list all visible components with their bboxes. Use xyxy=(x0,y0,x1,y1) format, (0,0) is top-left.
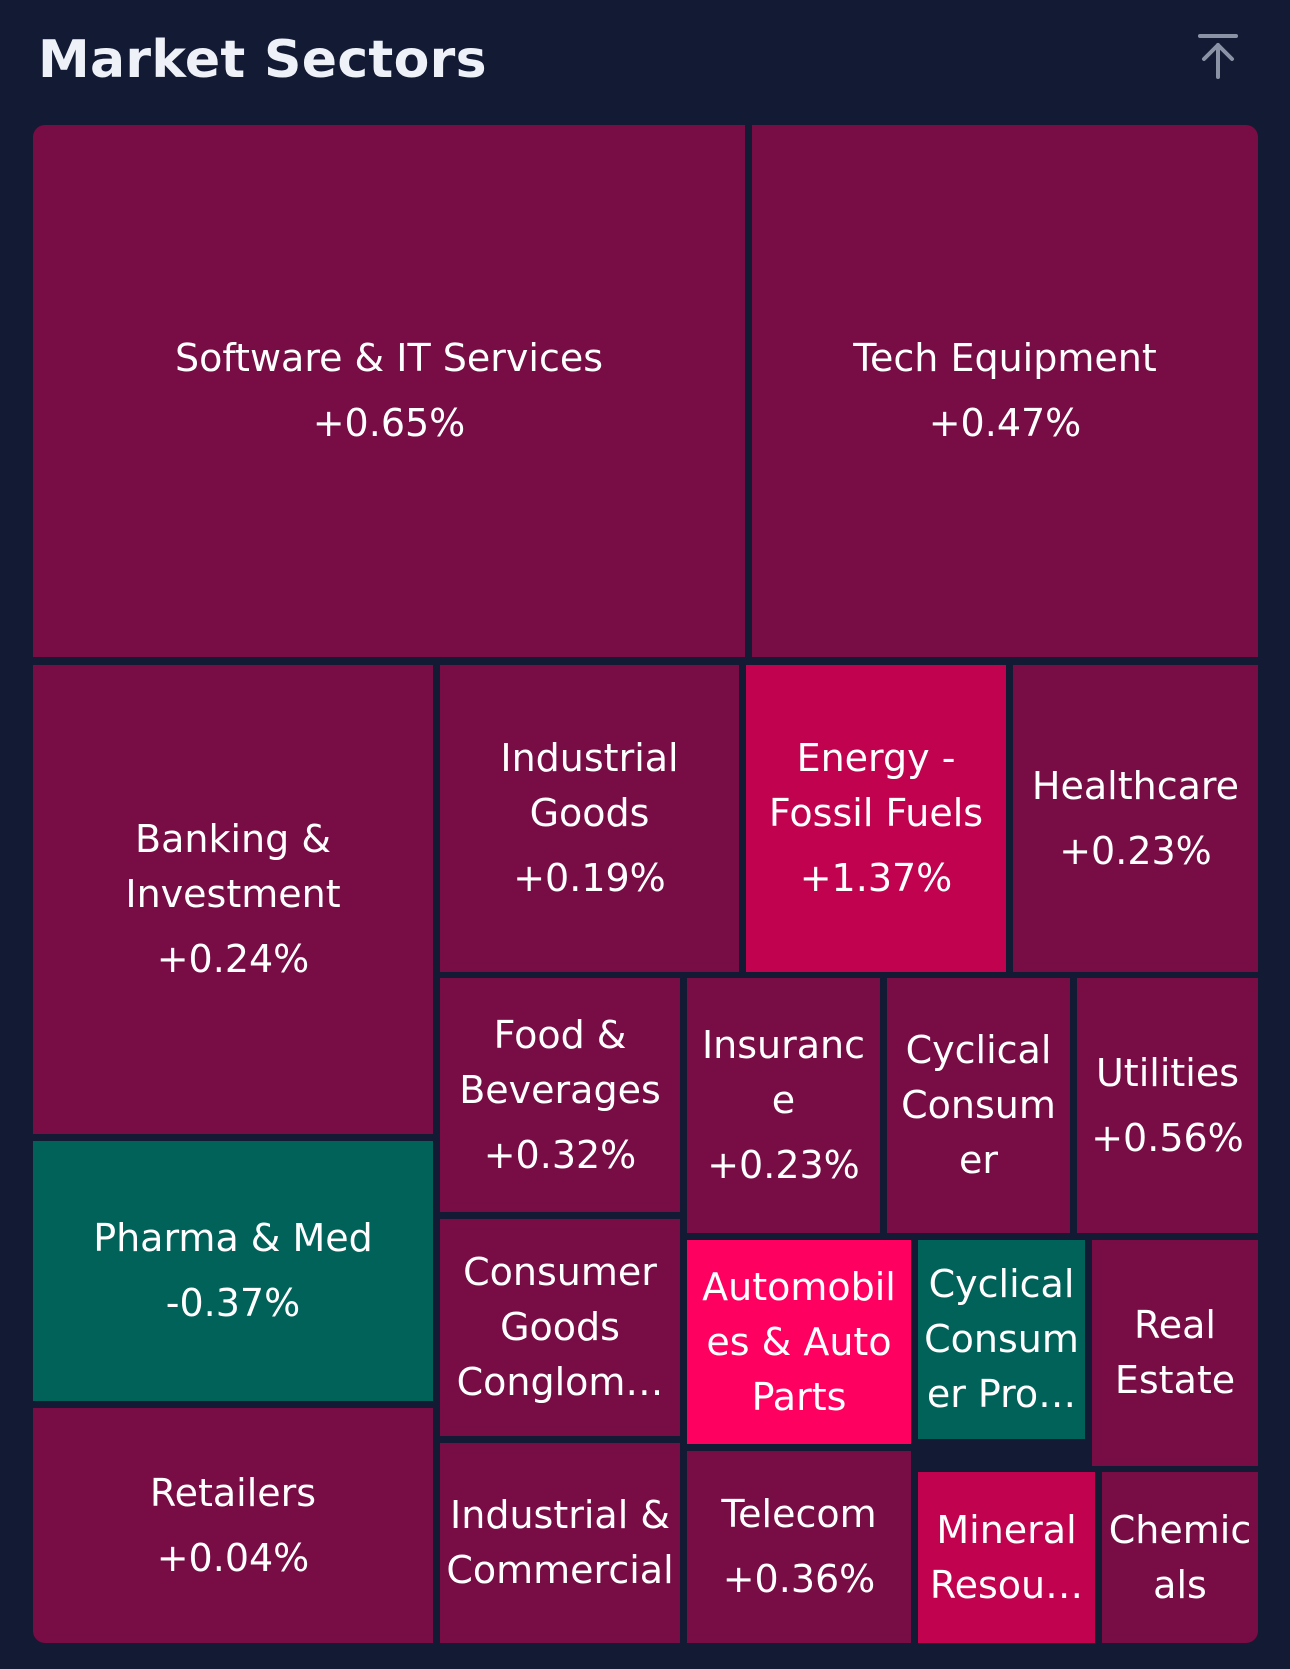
sector-name: Chemic als xyxy=(1109,1503,1251,1613)
sector-name-line: Software & IT Services xyxy=(174,336,604,380)
sector-name-line: Food & xyxy=(493,1012,627,1057)
sector-name-line: Investment xyxy=(125,872,341,916)
sector-name-line: Automobil xyxy=(702,1264,896,1309)
sector-name: Food & Beverages xyxy=(459,1008,661,1118)
sector-name: Healthcare xyxy=(1032,759,1239,814)
sector-tile-tech-equipment[interactable]: Tech Equipment +0.47% xyxy=(752,125,1258,657)
sector-name: Cyclical Consum er Pro… xyxy=(924,1257,1079,1422)
sector-name: Software & IT Services xyxy=(175,331,603,386)
sector-name-line: Tech Equipment xyxy=(853,336,1157,380)
sector-name-line: Cyclical xyxy=(928,1262,1075,1306)
sector-name: Banking & Investment xyxy=(125,812,340,922)
sector-change: +0.47% xyxy=(928,401,1082,445)
sector-name-line: Energy - xyxy=(796,736,956,780)
sector-name-line: Banking & xyxy=(135,817,331,861)
sector-name-line: Goods xyxy=(500,1305,620,1349)
sector-name-line: Retailers xyxy=(149,1470,317,1515)
sector-change: +0.23% xyxy=(707,1143,860,1187)
sector-name-line: Beverages xyxy=(459,1067,661,1112)
sector-name: Insuranc e xyxy=(702,1018,865,1128)
sector-tile-insurance[interactable]: Insuranc e +0.23% xyxy=(687,978,880,1233)
sector-name-line: Commercial xyxy=(446,1548,674,1592)
sector-name-line: Pharma & Med xyxy=(93,1216,373,1260)
sector-name-line: e xyxy=(771,1078,796,1122)
sector-tile-automobiles[interactable]: Automobil es & Auto Parts xyxy=(687,1240,911,1444)
sector-tile-mineral[interactable]: Mineral Resou… xyxy=(918,1472,1095,1643)
sector-name: Automobil es & Auto Parts xyxy=(702,1260,896,1425)
sector-name-line: Resou… xyxy=(929,1562,1084,1607)
sector-change: -0.37% xyxy=(165,1281,301,1325)
sector-tile-real-estate[interactable]: Real Estate xyxy=(1092,1240,1258,1466)
sector-change: +0.56% xyxy=(1091,1115,1244,1160)
sector-tile-utilities[interactable]: Utilities +0.56% xyxy=(1077,978,1258,1233)
sector-name-line: Healthcare xyxy=(1031,763,1240,808)
sector-change: +0.32% xyxy=(483,1132,637,1177)
sector-name: Real Estate xyxy=(1115,1298,1235,1408)
sector-name-line: Consum xyxy=(924,1317,1079,1361)
sector-tile-industrial-commercial[interactable]: Industrial & Commercial xyxy=(440,1443,680,1643)
sector-name: Retailers xyxy=(150,1466,316,1521)
sector-name: Consumer Goods Conglom… xyxy=(457,1245,664,1410)
sector-name-line: Industrial xyxy=(500,736,679,780)
sector-change: +1.37% xyxy=(799,856,953,900)
sector-name: Industrial Goods xyxy=(500,731,678,841)
scroll-to-top-button[interactable] xyxy=(1190,28,1246,84)
sector-tile-energy[interactable]: Energy - Fossil Fuels +1.37% xyxy=(746,665,1006,972)
sector-name-line: Fossil Fuels xyxy=(768,791,984,835)
sector-name: Industrial & Commercial xyxy=(446,1488,673,1598)
sector-change: +0.24% xyxy=(156,937,310,981)
sector-name: Telecom xyxy=(721,1487,876,1542)
sector-change: +0.23% xyxy=(1059,828,1212,873)
sector-name-line: Estate xyxy=(1114,1358,1236,1402)
sector-tile-cyclical-consumer[interactable]: Cyclical Consum er xyxy=(887,978,1070,1233)
sector-treemap: Software & IT Services +0.65% Tech Equipme… xyxy=(33,125,1258,1643)
sector-name-line: Industrial & xyxy=(450,1493,670,1537)
sector-tile-food-beverages[interactable]: Food & Beverages +0.32% xyxy=(440,978,680,1212)
sector-tile-chemicals[interactable]: Chemic als xyxy=(1102,1472,1258,1643)
sector-tile-cyclical-products[interactable]: Cyclical Consum er Pro… xyxy=(918,1240,1085,1439)
sector-name-line: Utilities xyxy=(1095,1050,1240,1095)
sector-name-line: er Pro… xyxy=(926,1372,1077,1416)
sector-change: +0.36% xyxy=(722,1557,876,1601)
sector-name-line: Consumer xyxy=(463,1250,657,1294)
sector-name-line: Conglom… xyxy=(456,1360,664,1404)
sector-name: Tech Equipment xyxy=(853,331,1156,386)
sector-tile-industrial-goods[interactable]: Industrial Goods +0.19% xyxy=(440,665,739,972)
sector-name: Mineral Resou… xyxy=(930,1503,1083,1613)
sector-tile-software[interactable]: Software & IT Services +0.65% xyxy=(33,125,745,657)
page-title: Market Sectors xyxy=(38,30,487,90)
sector-tile-consumer-goods[interactable]: Consumer Goods Conglom… xyxy=(440,1219,680,1436)
sector-name: Utilities xyxy=(1096,1046,1239,1101)
sector-tile-healthcare[interactable]: Healthcare +0.23% xyxy=(1013,665,1258,972)
sector-name: Pharma & Med xyxy=(93,1211,373,1266)
sector-tile-banking[interactable]: Banking & Investment +0.24% xyxy=(33,665,433,1134)
sector-name-line: Telecom xyxy=(721,1492,877,1536)
sector-name: Energy - Fossil Fuels xyxy=(769,731,983,841)
sector-name-line: Real xyxy=(1134,1303,1216,1347)
sector-change: +0.04% xyxy=(156,1535,310,1580)
sector-name-line: Cyclical xyxy=(905,1028,1052,1072)
sector-name-line: Parts xyxy=(751,1374,847,1419)
sector-name-line: Goods xyxy=(529,791,650,835)
sector-name-line: Consum xyxy=(901,1083,1056,1127)
sector-change: +0.19% xyxy=(513,856,666,900)
sector-tile-telecom[interactable]: Telecom +0.36% xyxy=(687,1451,911,1643)
sector-tile-pharma[interactable]: Pharma & Med -0.37% xyxy=(33,1141,433,1401)
sector-name-line: es & Auto xyxy=(706,1319,892,1364)
sector-name-line: Insuranc xyxy=(701,1023,866,1067)
sector-name-line: als xyxy=(1153,1562,1207,1607)
sector-change: +0.65% xyxy=(312,401,466,445)
sector-tile-retailers[interactable]: Retailers +0.04% xyxy=(33,1408,433,1643)
sector-name-line: Mineral xyxy=(936,1507,1077,1552)
sector-name-line: er xyxy=(958,1138,998,1182)
sector-name-line: Chemic xyxy=(1108,1507,1252,1552)
arrow-up-to-line-icon xyxy=(1198,34,1238,79)
sector-name: Cyclical Consum er xyxy=(901,1023,1056,1188)
